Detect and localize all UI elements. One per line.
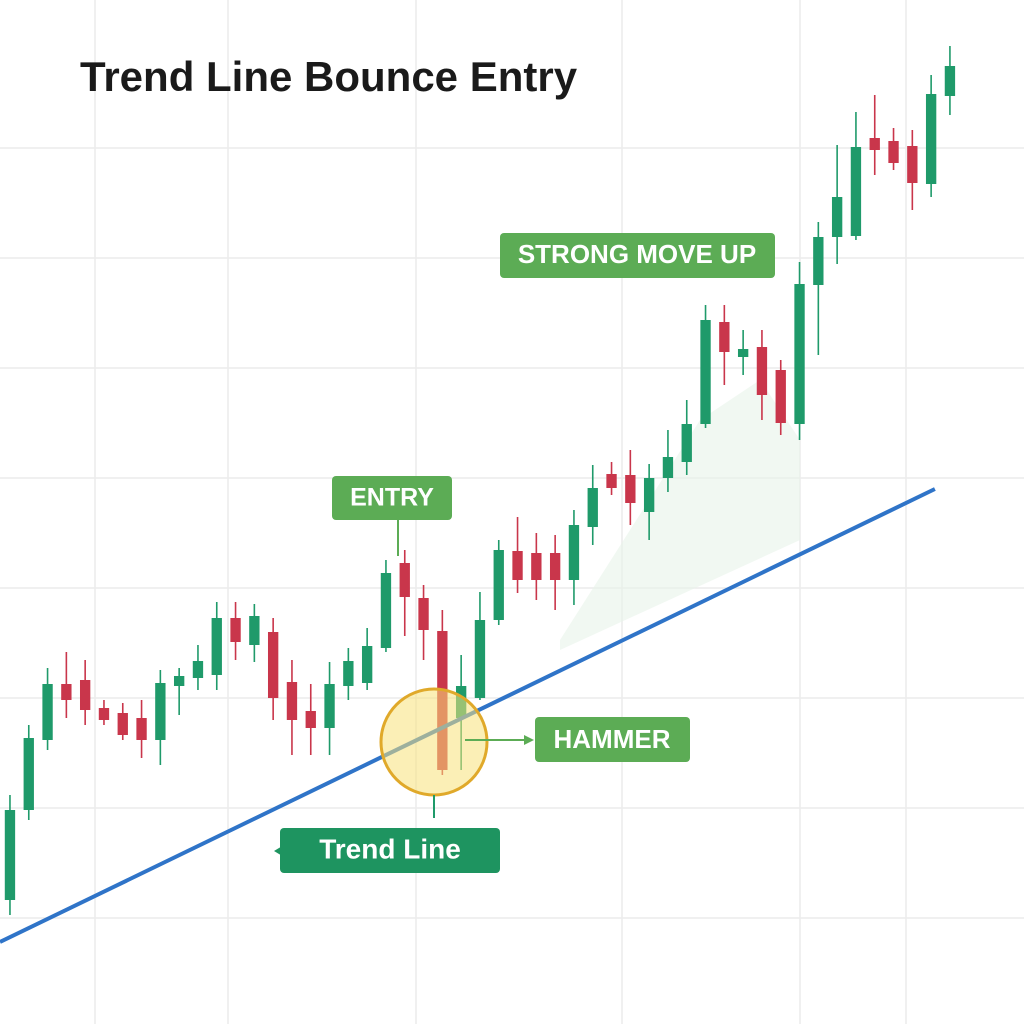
chart-title: Trend Line Bounce Entry: [80, 53, 578, 100]
candle-body: [211, 618, 222, 675]
candle-body: [907, 146, 918, 183]
candle-body: [944, 66, 956, 96]
candle-body: [813, 237, 824, 285]
candle-body: [4, 810, 16, 900]
candle-body: [61, 684, 72, 700]
candle-body: [418, 598, 429, 630]
hammer-highlight: [379, 687, 489, 797]
candle-body: [79, 680, 91, 710]
candle-body: [756, 347, 768, 395]
hammer-arrowhead: [524, 735, 534, 745]
candle-body: [531, 553, 542, 580]
candle-body: [493, 550, 504, 620]
shade: [560, 380, 800, 650]
candle-body: [380, 573, 392, 648]
annotations: ENTRY STRONG MOVE UP HAMMER Trend Line: [274, 233, 775, 873]
move-label-box: [500, 233, 775, 278]
candle-body: [230, 618, 241, 642]
trend-label: Trend Line: [319, 833, 461, 864]
trend-label-box: [280, 828, 500, 873]
candle-body: [155, 683, 166, 740]
candle-body: [361, 646, 373, 683]
hammer-label: HAMMER: [554, 724, 671, 754]
candle-body: [324, 684, 335, 728]
candle-body: [662, 457, 674, 478]
candle-body: [305, 711, 316, 728]
candle-body: [136, 718, 147, 740]
candle-body: [888, 141, 899, 163]
candle-body: [192, 661, 204, 678]
entry-label-box: [332, 476, 452, 520]
candle-body: [681, 424, 692, 462]
candle-body: [249, 616, 260, 645]
candle-body: [474, 620, 486, 698]
trend-label-arrow: [274, 845, 284, 857]
candle-body: [286, 682, 298, 720]
candle-body: [42, 684, 53, 740]
candle-body: [737, 349, 749, 357]
candle-body: [700, 320, 711, 424]
candle-body: [549, 553, 561, 580]
candle-body: [267, 632, 279, 698]
candle-body: [850, 147, 862, 236]
candle-body: [23, 738, 34, 810]
candle-body: [343, 661, 354, 686]
candle-body: [719, 322, 730, 352]
candle-body: [173, 676, 185, 686]
move-label: STRONG MOVE UP: [518, 239, 756, 269]
hammer-label-box: [535, 717, 690, 762]
candle-body: [625, 475, 636, 503]
candle-body: [925, 94, 937, 184]
candle-body: [568, 525, 580, 580]
candle-body: [643, 478, 655, 512]
candle-body: [606, 474, 617, 488]
candle-body: [117, 713, 128, 735]
candle-body: [512, 551, 523, 580]
candle-body: [869, 138, 880, 150]
candle-body: [794, 284, 805, 424]
entry-label: ENTRY: [350, 484, 434, 512]
candle-body: [587, 488, 598, 527]
candle-body: [399, 563, 410, 597]
candle-body: [98, 708, 110, 720]
candle-body: [775, 370, 786, 423]
candle-body: [831, 197, 843, 237]
